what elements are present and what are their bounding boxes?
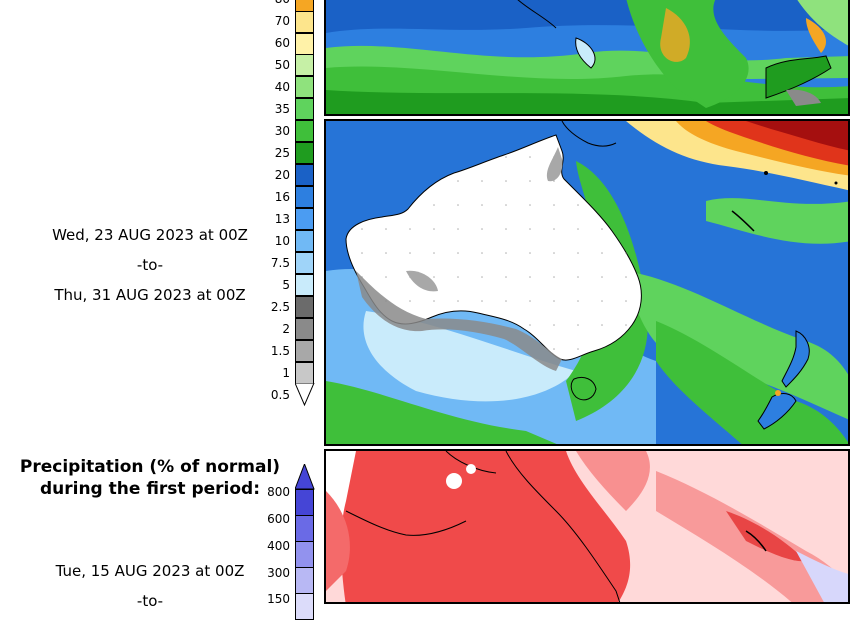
- precip-colorbar: [295, 0, 315, 407]
- colorbar-swatch: [295, 186, 314, 208]
- map-panel-percent-normal: [324, 449, 850, 604]
- colorbar-swatch: [295, 142, 314, 164]
- first-period-start-date: Tue, 15 AUG 2023 at 00Z: [55, 562, 245, 580]
- heading-line-1: Precipitation (% of normal): [19, 457, 281, 477]
- colorbar-tick: 70: [274, 14, 290, 28]
- percent-normal-heading: Precipitation (% of normal) during the f…: [0, 456, 300, 500]
- colorbar-tick: 2: [282, 322, 290, 336]
- percent-colorbar: [295, 464, 315, 620]
- colorbar-swatch: [295, 208, 314, 230]
- colorbar-tick: 20: [274, 168, 290, 182]
- period-end-date: Thu, 31 AUG 2023 at 00Z: [54, 286, 246, 304]
- colorbar-swatch: [295, 296, 314, 318]
- map-panel-forecast: [324, 119, 850, 446]
- colorbar-swatch: [295, 362, 314, 384]
- colorbar-tick: 800: [267, 485, 290, 499]
- colorbar-tick: 16: [274, 190, 290, 204]
- colorbar-swatch: [295, 11, 314, 33]
- colorbar-swatch: [295, 252, 314, 274]
- colorbar-swatch: [295, 230, 314, 252]
- map-panel-previous: [324, 0, 850, 116]
- colorbar-swatch: [295, 33, 314, 55]
- colorbar-tick: 2.5: [270, 300, 290, 314]
- colorbar-swatch: [295, 76, 314, 98]
- colorbar-tick: 1: [282, 366, 290, 380]
- colorbar-tick: 10: [274, 234, 290, 248]
- percent-normal-map: [326, 451, 848, 602]
- left-legend-column: 80 70 60 50 40 35 30 25 20 16 13 10 7.5 …: [0, 0, 322, 620]
- heading-line-2: during the first period:: [39, 479, 261, 499]
- colorbar-swatch: [295, 120, 314, 142]
- colorbar-swatch: [295, 318, 314, 340]
- colorbar-tick: 1.5: [270, 344, 290, 358]
- colorbar-swatch: [295, 54, 314, 76]
- colorbar-tick: 400: [267, 539, 290, 553]
- colorbar-tick: 13: [274, 212, 290, 226]
- period-start-date: Wed, 23 AUG 2023 at 00Z: [52, 226, 248, 244]
- colorbar-tick: 35: [274, 102, 290, 116]
- precip-map-forecast: [326, 121, 848, 444]
- colorbar-swatch: [295, 340, 314, 362]
- colorbar-swatch: [295, 489, 314, 516]
- precip-map-previous: [326, 0, 848, 114]
- colorbar-upper-arrow: [295, 464, 315, 490]
- colorbar-tick: 50: [274, 58, 290, 72]
- colorbar-swatch: [295, 274, 314, 296]
- colorbar-tick: 30: [274, 124, 290, 138]
- colorbar-tick: 60: [274, 36, 290, 50]
- period-separator: -to-: [136, 256, 164, 274]
- colorbar-tick: 600: [267, 512, 290, 526]
- colorbar-swatch: [295, 164, 314, 186]
- colorbar-tick: 40: [274, 80, 290, 94]
- colorbar-lower-arrow: [295, 383, 315, 407]
- colorbar-tick: 80: [250, 0, 290, 6]
- colorbar-tick: 300: [267, 566, 290, 580]
- period-dates: Wed, 23 AUG 2023 at 00Z -to- Thu, 31 AUG…: [0, 220, 300, 310]
- first-period-separator: -to-: [136, 592, 164, 610]
- colorbar-swatch: [295, 98, 314, 120]
- colorbar-tick: 5: [282, 278, 290, 292]
- colorbar-swatch: [295, 515, 314, 542]
- tasmania-outline: [570, 376, 597, 401]
- colorbar-tick: 0.5: [270, 388, 290, 402]
- colorbar-tick: 25: [274, 146, 290, 160]
- new-zealand-outline: [757, 330, 810, 430]
- colorbar-tick: 7.5: [270, 256, 290, 270]
- first-period-dates: Tue, 15 AUG 2023 at 00Z -to-: [0, 556, 300, 616]
